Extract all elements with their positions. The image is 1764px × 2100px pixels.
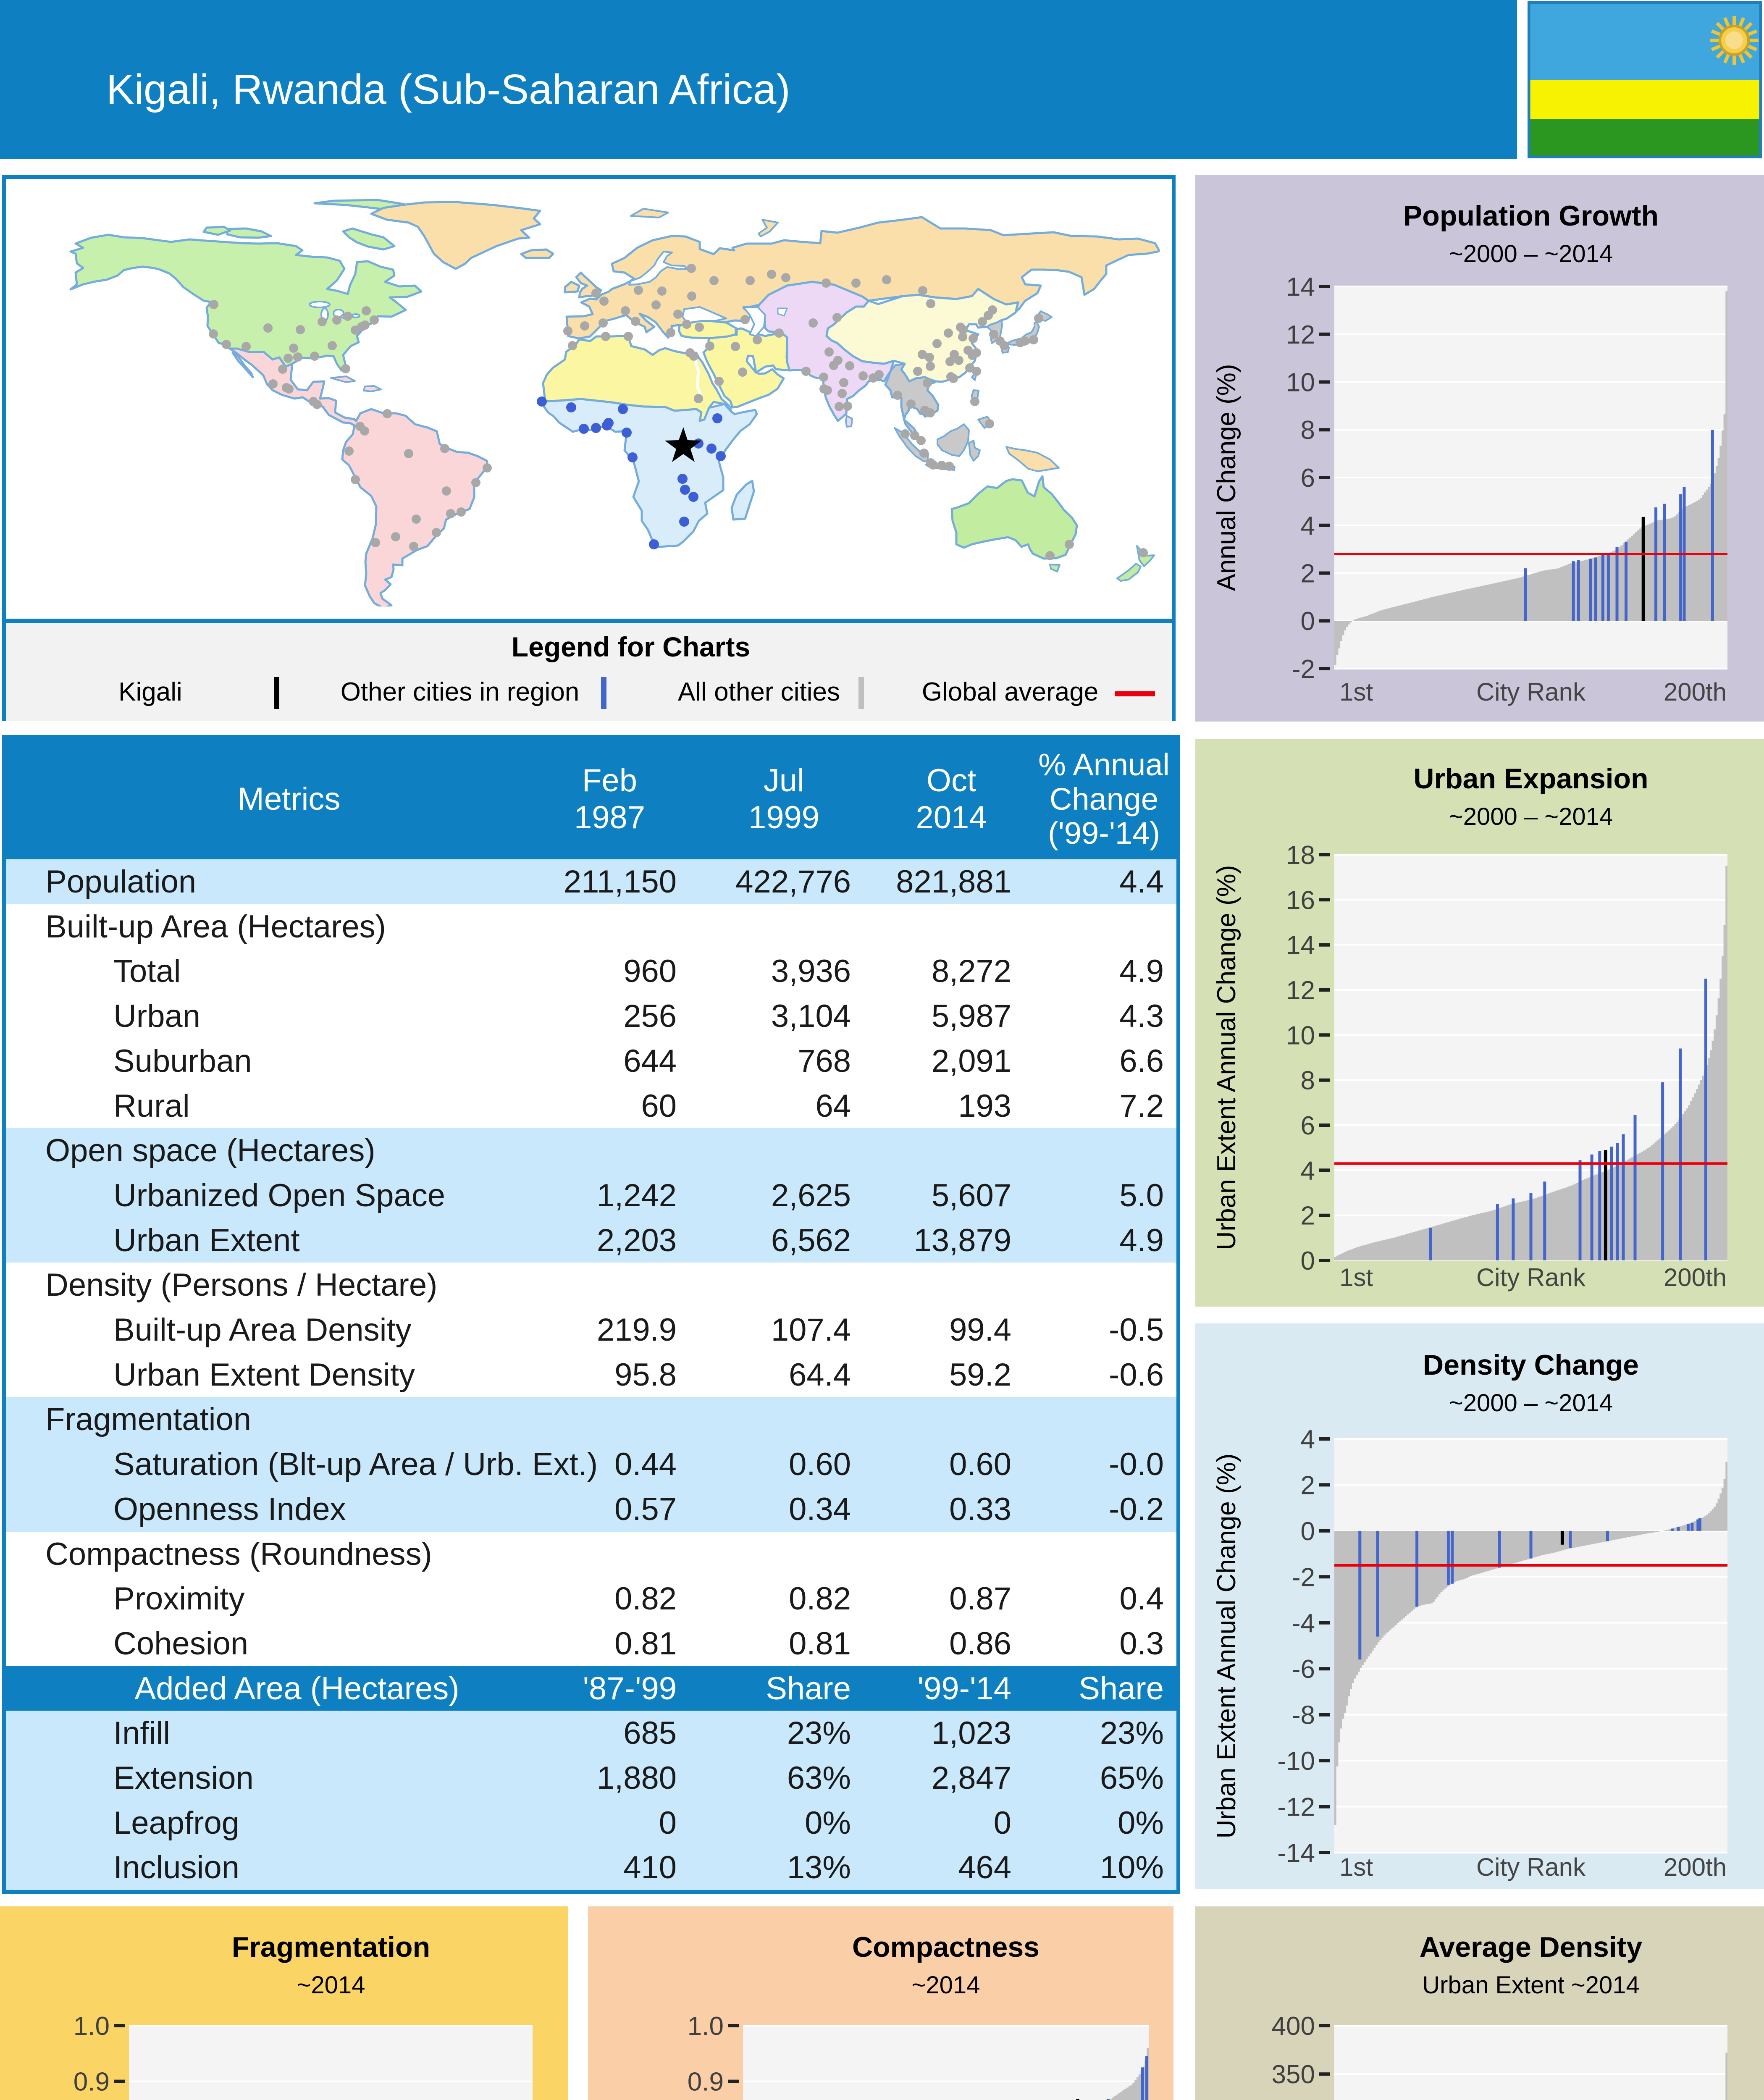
svg-text:200th: 200th (1664, 678, 1727, 706)
svg-text:6: 6 (1301, 1111, 1315, 1140)
svg-text:~2014: ~2014 (912, 1971, 980, 1999)
svg-text:0.9: 0.9 (688, 2068, 724, 2097)
svg-text:18: 18 (1286, 841, 1315, 870)
svg-text:350: 350 (1272, 2060, 1315, 2089)
svg-text:0: 0 (1301, 1517, 1315, 1546)
svg-text:Population Growth: Population Growth (1403, 200, 1659, 232)
svg-text:8: 8 (1301, 416, 1315, 445)
svg-text:0: 0 (1301, 1247, 1315, 1276)
svg-text:~2000 – ~2014: ~2000 – ~2014 (1449, 803, 1613, 830)
svg-text:Density Change: Density Change (1423, 1349, 1639, 1381)
svg-text:1.0: 1.0 (688, 2012, 724, 2041)
svg-text:City Rank: City Rank (1476, 1853, 1586, 1881)
svg-text:1.0: 1.0 (74, 2012, 110, 2041)
svg-text:1st: 1st (1339, 1853, 1373, 1881)
svg-text:8: 8 (1301, 1066, 1315, 1095)
svg-text:-8: -8 (1292, 1701, 1315, 1730)
svg-text:Urban Extent ~2014: Urban Extent ~2014 (1422, 1971, 1640, 1999)
svg-text:Urban Extent Annual Change (%): Urban Extent Annual Change (%) (1212, 1454, 1241, 1839)
svg-text:~2000 – ~2014: ~2000 – ~2014 (1449, 1389, 1613, 1417)
svg-text:-10: -10 (1277, 1747, 1315, 1776)
svg-text:2: 2 (1301, 559, 1315, 588)
svg-text:4: 4 (1301, 1156, 1315, 1185)
svg-text:200th: 200th (1664, 1853, 1727, 1881)
svg-text:16: 16 (1286, 886, 1315, 915)
svg-text:-14: -14 (1277, 1839, 1315, 1868)
svg-text:12: 12 (1286, 320, 1315, 349)
svg-text:City Rank: City Rank (1476, 678, 1586, 706)
svg-text:Annual Change (%): Annual Change (%) (1212, 364, 1241, 591)
svg-text:2: 2 (1301, 1202, 1315, 1231)
svg-text:10: 10 (1286, 1021, 1315, 1050)
svg-text:0: 0 (1301, 607, 1315, 636)
svg-text:14: 14 (1286, 273, 1315, 302)
svg-text:~2014: ~2014 (297, 1971, 365, 1999)
svg-text:~2000 – ~2014: ~2000 – ~2014 (1449, 240, 1613, 268)
svg-text:400: 400 (1272, 2012, 1315, 2041)
svg-text:10: 10 (1286, 368, 1315, 397)
svg-text:Fragmentation: Fragmentation (232, 1931, 430, 1963)
svg-text:City Rank: City Rank (1476, 1263, 1586, 1292)
svg-text:1st: 1st (1339, 1263, 1373, 1292)
svg-text:-2: -2 (1292, 655, 1315, 684)
svg-text:14: 14 (1286, 931, 1315, 960)
svg-text:-2: -2 (1292, 1563, 1315, 1592)
svg-text:-4: -4 (1292, 1609, 1315, 1638)
svg-text:0.9: 0.9 (74, 2068, 110, 2097)
svg-text:2: 2 (1301, 1471, 1315, 1500)
svg-text:4: 4 (1301, 1425, 1315, 1454)
svg-text:Compactness: Compactness (852, 1931, 1040, 1963)
svg-text:Urban Extent Annual Change (%): Urban Extent Annual Change (%) (1212, 865, 1241, 1250)
svg-text:200th: 200th (1664, 1263, 1727, 1292)
svg-text:Urban Expansion: Urban Expansion (1413, 763, 1648, 795)
svg-text:12: 12 (1286, 976, 1315, 1005)
svg-text:6: 6 (1301, 464, 1315, 493)
svg-text:-12: -12 (1277, 1793, 1315, 1822)
svg-text:1st: 1st (1339, 678, 1373, 706)
svg-text:-6: -6 (1292, 1655, 1315, 1684)
svg-text:4: 4 (1301, 512, 1315, 541)
svg-text:Average Density: Average Density (1420, 1931, 1643, 1963)
